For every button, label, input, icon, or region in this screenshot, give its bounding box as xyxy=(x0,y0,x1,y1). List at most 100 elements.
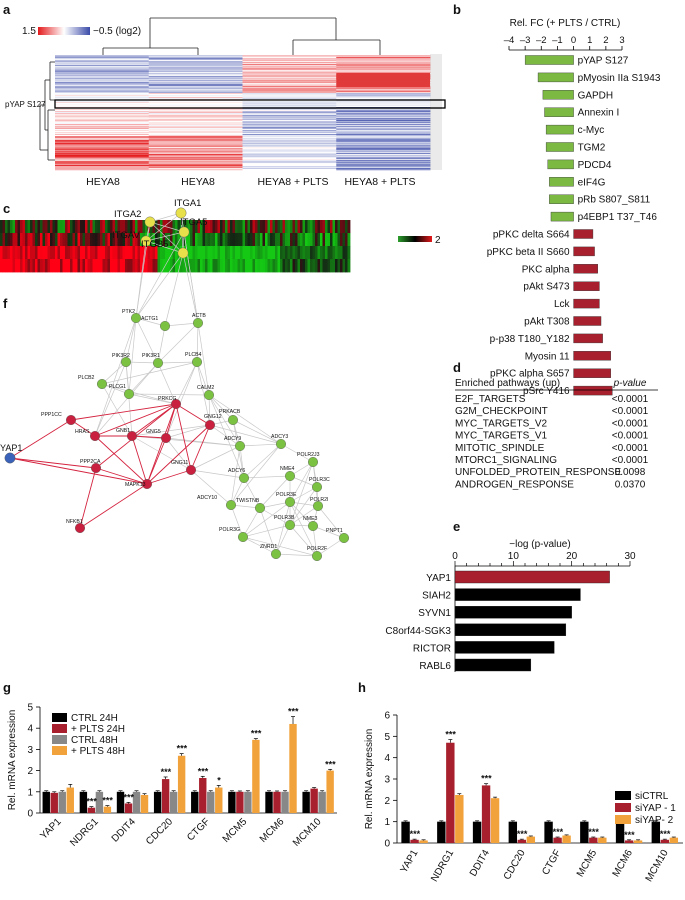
heatmap-cell xyxy=(336,91,431,93)
heatmap-cell xyxy=(148,62,243,64)
heatmap-cell xyxy=(336,127,431,129)
heatmap-c-cell xyxy=(342,233,346,247)
heatmap-c-cell xyxy=(227,220,231,234)
heatmap-cell xyxy=(55,162,150,164)
heatmap-cell xyxy=(242,135,337,137)
heatmap-c-cell xyxy=(167,259,171,273)
node-label: CALM2 xyxy=(197,385,214,391)
significance-marker: *** xyxy=(251,729,262,739)
heatmap-c-cell xyxy=(225,259,228,273)
heatmap-cell xyxy=(148,59,243,61)
heatmap-cell xyxy=(242,145,337,147)
heatmap-cell xyxy=(148,148,243,150)
edge xyxy=(289,501,314,527)
edge xyxy=(131,435,241,447)
heatmap-c-cell xyxy=(92,220,96,234)
heatmap-c-cell xyxy=(0,259,3,273)
heatmap-c-cell xyxy=(37,220,41,234)
pathway-pvalue: <0.0001 xyxy=(612,431,649,442)
heatmap-c-cell xyxy=(40,246,43,260)
heatmap-c-cell xyxy=(130,220,133,234)
edge xyxy=(243,475,291,479)
heatmap-cell xyxy=(336,97,431,99)
heatmap-cell xyxy=(242,108,337,110)
heatmap-cell xyxy=(55,67,150,69)
heatmap-c-cell xyxy=(47,233,51,247)
heatmap-c-cell xyxy=(62,246,66,260)
bar xyxy=(252,739,260,813)
heatmap-c-cell xyxy=(45,220,48,234)
heatmap-c-cell xyxy=(55,233,58,247)
heatmap-cell xyxy=(148,115,243,117)
heatmap-c-cell xyxy=(337,220,341,234)
edge-highlight xyxy=(131,403,177,437)
panel-g-bar-chart: 0 1 2 3 4 5 Rel. mRNA expression YAP1 NDRG1 DDIT4… xyxy=(7,703,337,849)
heatmap-c-cell xyxy=(160,246,163,260)
heatmap-c-cell xyxy=(342,220,346,234)
heatmap-c-cell xyxy=(192,259,196,273)
significance-marker: *** xyxy=(102,796,113,806)
heatmap-cell xyxy=(148,162,243,164)
bar xyxy=(153,791,162,813)
heatmap-c-cell xyxy=(2,246,6,260)
heatmap-c-cell xyxy=(330,259,333,273)
edge-highlight xyxy=(175,403,192,471)
heatmap-c-cell xyxy=(100,246,103,260)
heatmap-c-cell xyxy=(257,220,261,234)
heatmap-cell xyxy=(336,140,431,142)
heatmap-c-cell xyxy=(290,259,293,273)
edge xyxy=(190,469,232,506)
bar xyxy=(573,246,595,257)
edge-highlight xyxy=(9,457,97,469)
significance-marker: *** xyxy=(660,829,671,839)
heatmap-c-cell xyxy=(297,246,301,260)
node-label: PTK2 xyxy=(122,309,135,315)
heatmap-c-cell xyxy=(232,233,236,247)
heatmap-cell xyxy=(148,96,243,98)
node-label: ITGB5 xyxy=(141,239,168,250)
heatmap-cell xyxy=(55,75,150,77)
edge xyxy=(289,461,314,526)
pathway-pvalue: <0.0001 xyxy=(612,394,649,405)
heatmap-c-cell xyxy=(220,246,223,260)
heatmap-c-cell xyxy=(185,233,188,247)
heatmap-cell xyxy=(336,120,431,122)
node-label: PPP1CC xyxy=(41,412,62,418)
heatmap-c-cell xyxy=(122,246,126,260)
heatmap-cell xyxy=(242,130,337,132)
legend-swatch xyxy=(52,724,67,733)
heatmap-c-cell xyxy=(275,233,278,247)
node-label: NME4 xyxy=(280,466,295,472)
heatmap-c-cell xyxy=(277,259,281,273)
pathway-name: G2M_CHECKPOINT xyxy=(455,406,548,417)
heatmap-cell xyxy=(148,157,243,159)
heatmap-cell xyxy=(148,71,243,73)
edge-highlight xyxy=(131,435,148,485)
y-tick-label: 6 xyxy=(384,711,390,722)
heatmap-cell xyxy=(55,149,150,151)
heatmap-c-cell xyxy=(125,220,128,234)
heatmap-cell xyxy=(148,167,243,169)
bar xyxy=(589,837,598,843)
bar-label: Lck xyxy=(554,299,571,310)
bar xyxy=(207,791,215,813)
edge xyxy=(196,361,211,426)
heatmap-c-cell xyxy=(80,220,83,234)
heatmap-c-cell xyxy=(155,246,158,260)
heatmap-cell xyxy=(242,91,337,93)
heatmap-cell xyxy=(55,98,150,100)
heatmap-c-cell xyxy=(297,220,301,234)
heatmap-c-cell xyxy=(190,259,193,273)
node-label: GNG5 xyxy=(146,429,161,435)
heatmap-cell xyxy=(336,93,431,95)
heatmap-cell xyxy=(55,151,150,153)
heatmap-cell xyxy=(242,116,337,118)
heatmap-c-cell xyxy=(232,259,236,273)
edge-highlight xyxy=(146,403,177,485)
heatmap-c-cell xyxy=(120,233,123,247)
heatmap-c-cell xyxy=(137,233,141,247)
heatmap-cell xyxy=(336,65,431,67)
heatmap-cell xyxy=(55,61,150,63)
heatmap-c-cell xyxy=(270,233,273,247)
